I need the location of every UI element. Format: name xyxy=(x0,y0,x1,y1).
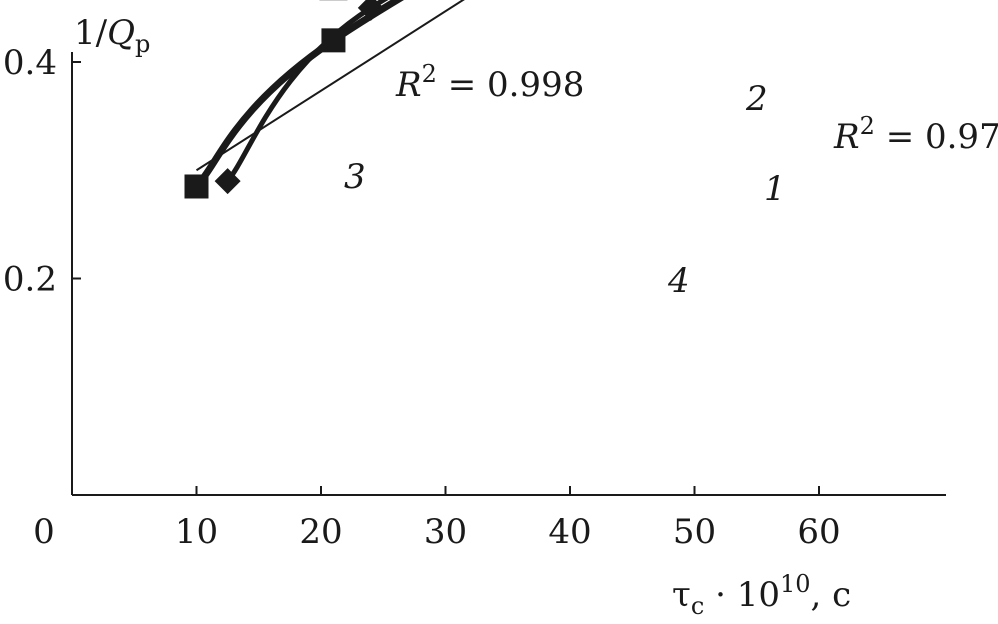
series-1-point-1 xyxy=(357,0,384,21)
r2-b-sup: 2 xyxy=(860,112,875,140)
x-tick-label-4: 50 xyxy=(673,512,716,552)
r2-a-rest: = 0.998 xyxy=(437,65,584,105)
x-label-mid: · 10 xyxy=(704,575,780,615)
curve-label-3: 3 xyxy=(344,157,366,197)
x-label-sub: c xyxy=(691,592,704,620)
curve-label-1: 1 xyxy=(764,169,786,209)
y-label-base: 1/ xyxy=(74,13,108,53)
series-markers xyxy=(184,0,384,199)
series-lines xyxy=(193,0,405,190)
fit-line-group xyxy=(195,0,465,172)
x-tick-label-3: 40 xyxy=(548,512,591,552)
x-axis-label: τc · 1010, c xyxy=(672,570,851,620)
r2-a-base: R xyxy=(395,65,422,105)
y-label-var: Q xyxy=(107,13,135,53)
r2-annotation-a: R2 = 0.998 xyxy=(395,60,584,105)
y-tick-label-1: 0.4 xyxy=(3,43,57,83)
x-tick-label-2: 30 xyxy=(424,512,467,552)
x-tick-label-1: 20 xyxy=(299,512,342,552)
x-label-base: τ xyxy=(672,575,691,615)
x-label-end: , c xyxy=(811,575,852,615)
curve-label-4: 4 xyxy=(667,261,690,301)
series-2-line xyxy=(193,0,405,190)
series-1-line xyxy=(225,0,389,184)
r2-b-base: R xyxy=(833,117,860,157)
curve-label-2: 2 xyxy=(745,79,768,119)
r2-annotation-b: R2 = 0.97 xyxy=(833,112,998,157)
origin-label: 0 xyxy=(33,512,55,552)
y-label-sub: p xyxy=(135,30,150,58)
x-tick-label-5: 60 xyxy=(797,512,840,552)
fit-line xyxy=(195,0,465,172)
series-2-point-1 xyxy=(321,28,346,53)
r2-a-sup: 2 xyxy=(422,60,437,88)
y-tick-label-0: 0.2 xyxy=(3,260,57,300)
series-2-point-0 xyxy=(184,174,209,199)
r2-b-rest: = 0.97 xyxy=(875,117,998,157)
y-axis-label: 1/Qp xyxy=(74,13,150,58)
series-1-point-0 xyxy=(214,168,241,195)
ticks xyxy=(72,61,820,495)
x-tick-label-0: 10 xyxy=(175,512,218,552)
x-label-sup: 10 xyxy=(780,570,811,598)
